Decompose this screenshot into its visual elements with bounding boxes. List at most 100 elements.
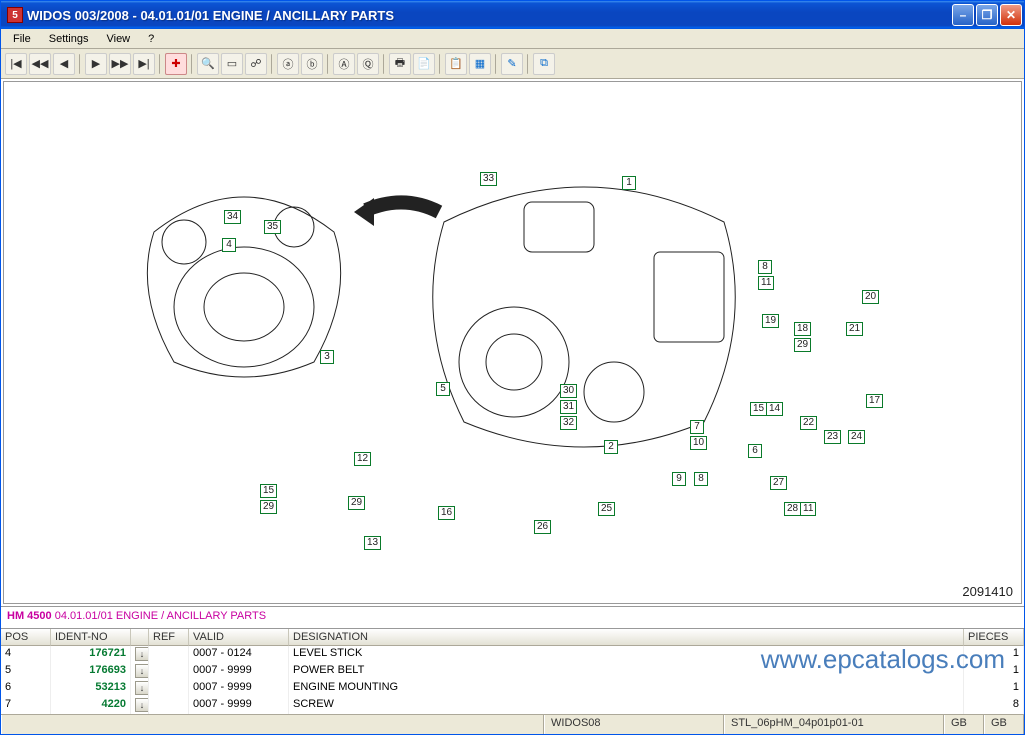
callout-4[interactable]: 4 [222, 238, 236, 252]
ref-button[interactable]: ↓ [135, 664, 149, 678]
toolbar-button-13[interactable]: Ⓠ [357, 53, 379, 75]
toolbar-button-11[interactable]: ⓑ [301, 53, 323, 75]
status-cell-5: GB [984, 715, 1024, 734]
callout-29[interactable]: 29 [794, 338, 811, 352]
callout-5[interactable]: 5 [436, 382, 450, 396]
toolbar-button-9[interactable]: ☍ [245, 53, 267, 75]
menu-help[interactable]: ? [140, 31, 162, 47]
toolbar-button-1[interactable]: ◀◀ [29, 53, 51, 75]
status-cell-2: WIDOS08 [544, 715, 724, 734]
callout-34[interactable]: 34 [224, 210, 241, 224]
callout-31[interactable]: 31 [560, 400, 577, 414]
callout-8[interactable]: 8 [694, 472, 708, 486]
callout-27[interactable]: 27 [770, 476, 787, 490]
callout-24[interactable]: 24 [848, 430, 865, 444]
col-valid[interactable]: VALID [189, 629, 289, 646]
toolbar-button-15[interactable]: 📄 [413, 53, 435, 75]
cell-designation: LEVEL STICK [289, 646, 964, 663]
callout-7[interactable]: 7 [690, 420, 704, 434]
callout-2[interactable]: 2 [604, 440, 618, 454]
cell-ident: 176693 [51, 663, 131, 680]
cell-ref[interactable]: ↓ [131, 697, 149, 714]
callout-15[interactable]: 15 [750, 402, 767, 416]
table-header: POS IDENT-NO REF VALID DESIGNATION PIECE… [1, 629, 1024, 646]
menu-file[interactable]: File [5, 31, 39, 47]
callout-16[interactable]: 16 [438, 506, 455, 520]
ref-button[interactable]: ↓ [135, 647, 149, 661]
status-cell-4: GB [944, 715, 984, 734]
callout-8[interactable]: 8 [758, 260, 772, 274]
callout-22[interactable]: 22 [800, 416, 817, 430]
toolbar-button-17[interactable]: ▦ [469, 53, 491, 75]
callout-18[interactable]: 18 [794, 322, 811, 336]
cell-ref[interactable]: ↓ [131, 646, 149, 663]
cell-ref-pad [149, 680, 189, 697]
callout-26[interactable]: 26 [534, 520, 551, 534]
ref-button[interactable]: ↓ [135, 681, 149, 695]
table-row[interactable]: 4176721↓0007 - 0124LEVEL STICK1 [1, 646, 1024, 663]
callout-9[interactable]: 9 [672, 472, 686, 486]
maximize-button[interactable]: ❐ [976, 4, 998, 26]
callout-32[interactable]: 32 [560, 416, 577, 430]
col-ident[interactable]: IDENT-NO [51, 629, 131, 646]
toolbar-button-14[interactable]: 🖶 [389, 53, 411, 75]
callout-28[interactable]: 28 [784, 502, 801, 516]
table-row[interactable]: 653213↓0007 - 9999ENGINE MOUNTING1 [1, 680, 1024, 697]
callout-17[interactable]: 17 [866, 394, 883, 408]
callout-29[interactable]: 29 [260, 500, 277, 514]
cell-ref[interactable]: ↓ [131, 680, 149, 697]
callout-3[interactable]: 3 [320, 350, 334, 364]
table-row[interactable]: 74220↓0007 - 9999SCREW8 [1, 697, 1024, 714]
callout-29[interactable]: 29 [348, 496, 365, 510]
status-cell-1 [1, 715, 544, 734]
toolbar-button-18[interactable]: ✎ [501, 53, 523, 75]
cell-valid: 0007 - 9999 [189, 697, 289, 714]
col-pieces[interactable]: PIECES [964, 629, 1024, 646]
diagram-panel[interactable]: 2091410 34354333181120191829211753031322… [3, 81, 1022, 604]
callout-15[interactable]: 15 [260, 484, 277, 498]
toolbar-button-4[interactable]: ▶▶ [109, 53, 131, 75]
ref-button[interactable]: ↓ [135, 698, 149, 712]
close-button[interactable]: ✕ [1000, 4, 1022, 26]
callout-12[interactable]: 12 [354, 452, 371, 466]
menu-settings[interactable]: Settings [41, 31, 97, 47]
callout-35[interactable]: 35 [264, 220, 281, 234]
toolbar-button-19[interactable]: ⧉ [533, 53, 555, 75]
cell-ref[interactable]: ↓ [131, 663, 149, 680]
callout-19[interactable]: 19 [762, 314, 779, 328]
toolbar-button-12[interactable]: Ⓐ [333, 53, 355, 75]
toolbar-button-16[interactable]: 📋 [445, 53, 467, 75]
toolbar-button-6[interactable]: ✚ [165, 53, 187, 75]
callout-30[interactable]: 30 [560, 384, 577, 398]
cell-designation: POWER BELT [289, 663, 964, 680]
callout-13[interactable]: 13 [364, 536, 381, 550]
col-ref[interactable]: REF [149, 629, 189, 646]
callout-21[interactable]: 21 [846, 322, 863, 336]
callout-14[interactable]: 14 [766, 402, 783, 416]
callout-33[interactable]: 33 [480, 172, 497, 186]
callout-11[interactable]: 11 [800, 502, 816, 516]
minimize-button[interactable]: – [952, 4, 974, 26]
toolbar: |◀◀◀◀▶▶▶▶|✚🔍▭☍ⓐⓑⒶⓆ🖶📄📋▦✎⧉ [1, 49, 1024, 79]
callout-1[interactable]: 1 [622, 176, 636, 190]
menu-view[interactable]: View [98, 31, 138, 47]
callout-6[interactable]: 6 [748, 444, 762, 458]
callout-11[interactable]: 11 [758, 276, 774, 290]
callout-25[interactable]: 25 [598, 502, 615, 516]
cell-valid: 0007 - 9999 [189, 663, 289, 680]
callout-20[interactable]: 20 [862, 290, 879, 304]
toolbar-button-0[interactable]: |◀ [5, 53, 27, 75]
toolbar-button-3[interactable]: ▶ [85, 53, 107, 75]
toolbar-button-8[interactable]: ▭ [221, 53, 243, 75]
toolbar-button-7[interactable]: 🔍 [197, 53, 219, 75]
col-pos[interactable]: POS [1, 629, 51, 646]
callout-10[interactable]: 10 [690, 436, 707, 450]
cell-ref-pad [149, 663, 189, 680]
status-bar: WIDOS08 STL_06pHM_04p01p01-01 GB GB [1, 714, 1024, 734]
col-designation[interactable]: DESIGNATION [289, 629, 964, 646]
table-row[interactable]: 5176693↓0007 - 9999POWER BELT1 [1, 663, 1024, 680]
toolbar-button-2[interactable]: ◀ [53, 53, 75, 75]
callout-23[interactable]: 23 [824, 430, 841, 444]
toolbar-button-10[interactable]: ⓐ [277, 53, 299, 75]
toolbar-button-5[interactable]: ▶| [133, 53, 155, 75]
